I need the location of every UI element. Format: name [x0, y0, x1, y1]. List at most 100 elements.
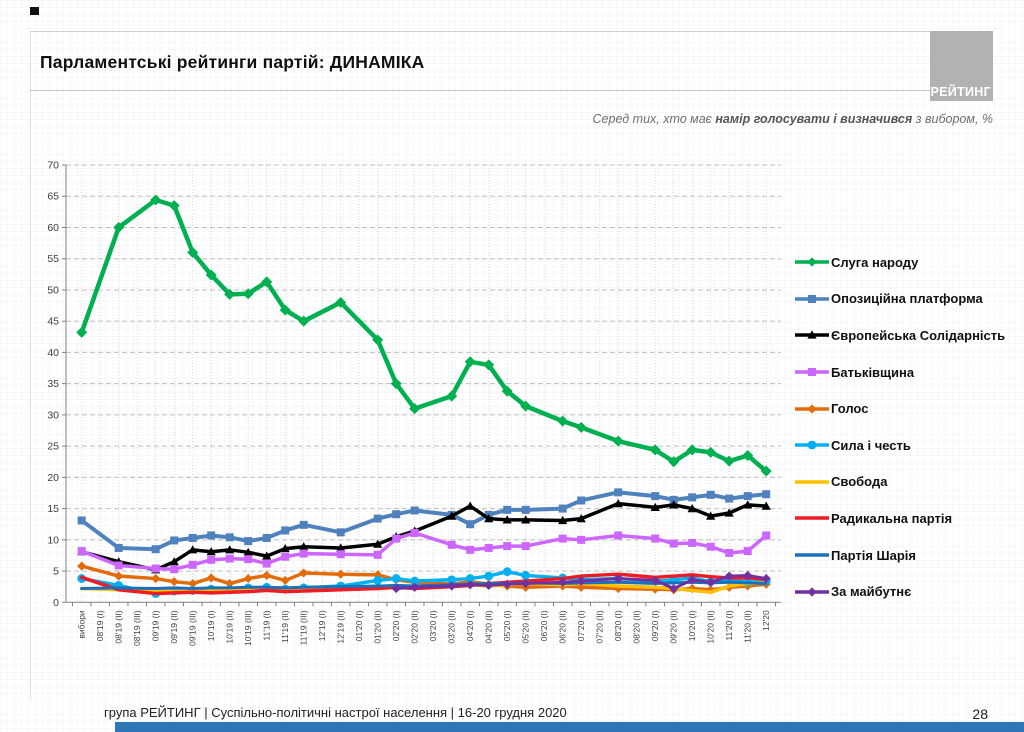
x-tick-label: 11'19 (III) [299, 610, 309, 645]
legend-item-3: Європейська Солідарність [795, 317, 1020, 354]
y-tick-label: 15 [47, 503, 59, 515]
legend-label: Опозиційна платформа [831, 291, 983, 307]
x-tick-label: 06'20 (II) [558, 610, 568, 643]
legend-label: Радикальна партія [831, 510, 953, 526]
legend-marker-icon [795, 257, 829, 267]
legend-marker-icon [795, 480, 829, 484]
x-tick-label: 11'19 (II) [280, 610, 290, 643]
footer-source: група РЕЙТИНГ | Суспільно-політичні наст… [104, 705, 567, 720]
x-tick-label: 08'20 (I) [613, 610, 623, 641]
legend-item-8: Радикальна партія [795, 500, 1020, 537]
x-tick-label: 02'20 (II) [410, 610, 420, 643]
x-tick-label: 06'20 (I) [539, 610, 549, 641]
x-axis-labels: вибори 08'19 (I) 08'19 (II) 08'19 (III) 09'1… [71, 602, 776, 646]
x-tick-label: 05'20 (II) [521, 610, 531, 643]
x-tick-label: 10'19 (I) [206, 610, 216, 641]
series-2-line [77, 488, 771, 554]
legend-marker-icon [795, 553, 829, 557]
x-tick-label: 01'20 (I) [354, 610, 364, 641]
horizontal-gridlines [66, 164, 781, 572]
y-tick-label: 5 [53, 566, 59, 578]
chart-legend: Слуга народу Опозиційна платформа Європейс… [795, 244, 1020, 610]
x-tick-label: 11'20 (I) [724, 610, 734, 640]
series-1-line [76, 194, 772, 477]
legend-marker-icon [795, 440, 829, 450]
legend-label: Голос [831, 401, 869, 417]
x-tick-label: 10'20 (II) [706, 610, 716, 643]
series-10-markers [391, 570, 771, 594]
x-tick-label: 07'20 (I) [576, 610, 586, 641]
x-tick-label: 10'19 (III) [243, 610, 253, 646]
x-tick-label: 03'20 (II) [447, 610, 457, 643]
series-10-line [391, 570, 771, 594]
legend-item-6: Сила і честь [795, 427, 1020, 464]
x-tick-label: 12'19 (I) [317, 610, 327, 641]
y-tick-label: 25 [47, 441, 59, 453]
x-tick-label: 09'19 (II) [169, 610, 179, 643]
x-tick-label: 07'20 (II) [595, 610, 605, 643]
x-tick-label: 04'20 (I) [465, 610, 475, 641]
x-tick-label: 08'19 (III) [132, 610, 142, 646]
corner-mark [30, 7, 39, 15]
y-tick-label: 60 [47, 222, 59, 234]
y-tick-label: 50 [47, 284, 59, 296]
x-tick-label: 10'20 (I) [687, 610, 697, 641]
x-tick-label: 10'19 (II) [225, 610, 235, 643]
legend-item-2: Опозиційна платформа [795, 281, 1020, 318]
x-tick-label: 09'19 (III) [188, 610, 198, 646]
y-axis-labels: 0 5 10 15 20 25 30 35 40 45 50 55 60 65 70 [47, 160, 66, 609]
legend-label: Європейська Солідарність [831, 327, 1006, 343]
y-tick-label: 70 [47, 160, 59, 172]
legend-marker-icon [795, 516, 829, 521]
legend-item-9: Партія Шарія [795, 537, 1020, 574]
page-number: 28 [972, 706, 988, 722]
vertical-gridlines [81, 165, 767, 603]
footer-bar [115, 722, 1024, 732]
legend-label: За майбутнє [831, 584, 912, 600]
x-tick-label: 08'19 (II) [114, 610, 124, 643]
legend-label: Свобода [831, 474, 888, 490]
legend-item-10: За майбутнє [795, 573, 1020, 610]
x-tick-label: 04'20 (II) [484, 610, 494, 643]
legend-marker-icon [795, 404, 829, 414]
legend-marker-icon [795, 330, 829, 340]
x-tick-label: 11'20 (II) [743, 610, 753, 643]
y-tick-label: 20 [47, 472, 59, 484]
title-divider [30, 90, 930, 91]
page-title: Парламентські рейтинги партій: ДИНАМІКА [40, 52, 425, 72]
legend-marker-icon [795, 587, 829, 597]
subtitle-bold: намір голосувати і визначився [715, 112, 913, 126]
rating-logo-text: РЕЙТИНГ [930, 85, 991, 99]
subtitle-prefix: Серед тих, хто має [592, 112, 716, 126]
x-tick-label: 02'20 (I) [391, 610, 401, 641]
x-tick-label: 05'20 (I) [502, 610, 512, 641]
slide-left-border [30, 31, 31, 699]
slide-top-border [30, 31, 930, 32]
legend-label: Сила і честь [831, 437, 911, 453]
rating-logo: РЕЙТИНГ РЕЙТИНГ [930, 31, 993, 112]
x-tick-label: 09'20 (II) [669, 610, 679, 643]
x-tick-label: 01'20 (II) [373, 610, 383, 643]
y-tick-label: 35 [47, 378, 59, 390]
legend-item-5: Голос [795, 390, 1020, 427]
legend-label: Батьківщина [831, 364, 915, 380]
series-1-markers [76, 194, 772, 477]
x-tick-label: 08'19 (I) [95, 610, 105, 641]
x-tick-label: 08'20 (II) [632, 610, 642, 643]
legend-item-4: Батьківщина [795, 354, 1020, 391]
legend-item-7: Свобода [795, 464, 1020, 501]
series-4-line [77, 528, 771, 574]
x-tick-label: 09'20 (I) [650, 610, 660, 641]
x-tick-label: 03'20 (I) [428, 610, 438, 641]
x-tick-label: 11'19 (I) [262, 610, 272, 640]
y-tick-label: 45 [47, 316, 59, 328]
x-tick-label: 12'20 [761, 610, 771, 631]
legend-label: Слуга народу [831, 254, 919, 270]
legend-marker-icon [795, 368, 829, 377]
y-tick-label: 65 [47, 191, 59, 203]
legend-marker-icon [795, 294, 829, 303]
legend-label: Партія Шарія [831, 547, 916, 563]
y-tick-label: 10 [47, 534, 59, 546]
